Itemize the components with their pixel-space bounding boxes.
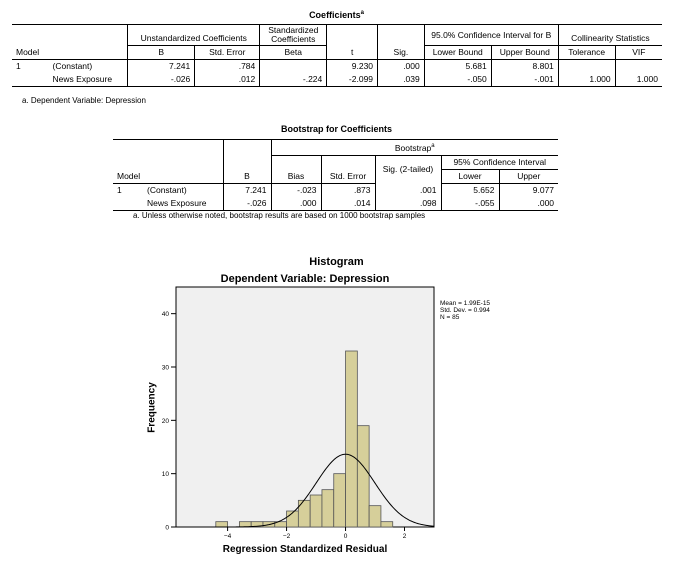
header-vif: VIF [614,45,662,60]
header-standardized: Standardized Coefficients [259,24,327,46]
header-sig-two-tailed: Sig. (2-tailed) [374,155,441,184]
table-row: 1 (Constant) 7.241 -.023 .873 .001 5.652… [113,183,559,197]
y-tick-label: 0 [165,525,169,532]
row-label: News Exposure [48,73,128,87]
cell-upper: 9.077 [498,183,559,197]
cell-sig: .039 [377,73,425,87]
header-bias: Bias [270,169,321,184]
header-beta: Beta [259,45,327,60]
stat-n: N = 85 [440,314,460,321]
cell-vif: 1.000 [614,73,662,87]
cell-beta: -.224 [259,73,327,87]
coefficients-table: Unstandardized Coefficients Standardized… [12,24,662,87]
cell-sig: .000 [377,59,425,73]
y-axis-label: Frequency [146,382,158,433]
cell-t: 9.230 [326,59,378,73]
bootstrap-title: Bootstrap for Coefficients [280,124,392,134]
coefficients-footnote: a. Dependent Variable: Depression [22,96,146,105]
cell-bias: -.023 [270,183,321,197]
cell-std-error: .873 [320,183,375,197]
cell-sig: .001 [374,183,441,197]
row-model [12,73,49,87]
x-axis-label: Regression Standardized Residual [222,544,388,555]
bootstrap-table: Bootstrapa Sig. (2-tailed) 95% Confidenc… [113,139,559,211]
cell-lower: -.055 [440,196,499,211]
histogram-bar [368,505,382,528]
header-tolerance: Tolerance [557,45,616,60]
cell-std-error: .014 [320,196,375,211]
table-row: News Exposure -.026 .000 .014 .098 -.055… [113,196,559,211]
histogram-bar [215,521,228,528]
cell-beta [259,59,327,73]
header-model: Model [12,45,128,60]
cell-vif [614,59,662,73]
y-tick-label: 20 [162,418,170,425]
cell-b: -.026 [222,196,271,211]
header-std-error: Std. Error [320,169,375,184]
row-label: (Constant) [52,61,93,71]
cell-b: -.026 [127,73,195,87]
histogram-bar [321,489,335,528]
table-row: News Exposure -.026 .012 -.224 -2.099 .0… [12,73,662,87]
cell-lower: 5.681 [423,59,492,73]
y-tick-label: 30 [162,365,170,372]
header-lower-bound: Lower Bound [423,45,492,60]
x-tick-label: −4 [224,533,232,540]
header-std-error: Std. Error [194,45,260,60]
bootstrap-footnote: a. Unless otherwise noted, bootstrap res… [133,211,426,220]
header-upper: Upper [498,169,559,184]
header-lower: Lower [440,169,499,184]
cell-t: -2.099 [326,73,378,87]
row-model: 1 [117,184,122,195]
cell-upper: 8.801 [490,59,559,73]
cell-lower: 5.652 [440,183,499,197]
cell-lower: -.050 [423,73,492,87]
coefficients-title: Coefficientsa [309,10,364,20]
normal-curve [176,453,435,528]
cell-std-error: .012 [194,73,260,87]
histogram-bar [345,350,358,528]
histogram-stats: Mean = 1.99E-15 Std. Dev. = 0.994 N = 85 [440,300,490,321]
histogram-title: Dependent Variable: Depression [220,273,390,285]
x-tick-label: 2 [403,533,407,540]
histogram-bar [333,473,346,528]
cell-upper: .000 [498,196,559,211]
x-tick-label: −2 [283,533,291,540]
table-row: 1 (Constant) 7.241 .784 9.230 .000 5.681… [12,59,662,73]
cell-sig: .098 [374,196,441,211]
cell-upper: -.001 [490,73,559,87]
cell-std-error: .784 [194,59,260,73]
histogram-bar [309,494,323,528]
cell-b: 7.241 [222,183,271,197]
histogram-bar [356,425,370,528]
plot-area [175,286,435,528]
header-bootstrap: Bootstrapa [270,139,559,156]
header-sig: Sig. [377,45,425,60]
y-tick-label: 10 [162,471,170,478]
header-bootstrap-ci: 95% Confidence Interval [440,155,559,170]
cell-tolerance: 1.000 [557,73,616,87]
histogram-bar [380,521,394,528]
stat-std-dev: Std. Dev. = 0.994 [440,307,490,314]
header-upper-bound: Upper Bound [490,45,559,60]
stat-mean: Mean = 1.99E-15 [440,300,491,307]
header-unstandardized: Unstandardized Coefficients [127,24,260,46]
row-label: News Exposure [143,196,223,211]
row-model: 1 [16,61,21,71]
header-confidence-interval: 95.0% Confidence Interval for B [423,24,559,46]
row-model [113,196,143,211]
x-tick-label: 0 [344,533,348,540]
header-b: B [127,45,195,60]
y-tick-label: 40 [162,311,170,318]
cell-tolerance [557,59,616,73]
cell-b: 7.241 [127,59,195,73]
header-collinearity: Collinearity Statistics [557,24,662,46]
cell-bias: .000 [270,196,321,211]
header-t: t [326,45,378,60]
histogram-heading: Histogram [309,256,364,268]
header-model: Model [113,169,223,184]
row-label: (Constant) [147,184,187,195]
header-b: B [222,169,271,184]
